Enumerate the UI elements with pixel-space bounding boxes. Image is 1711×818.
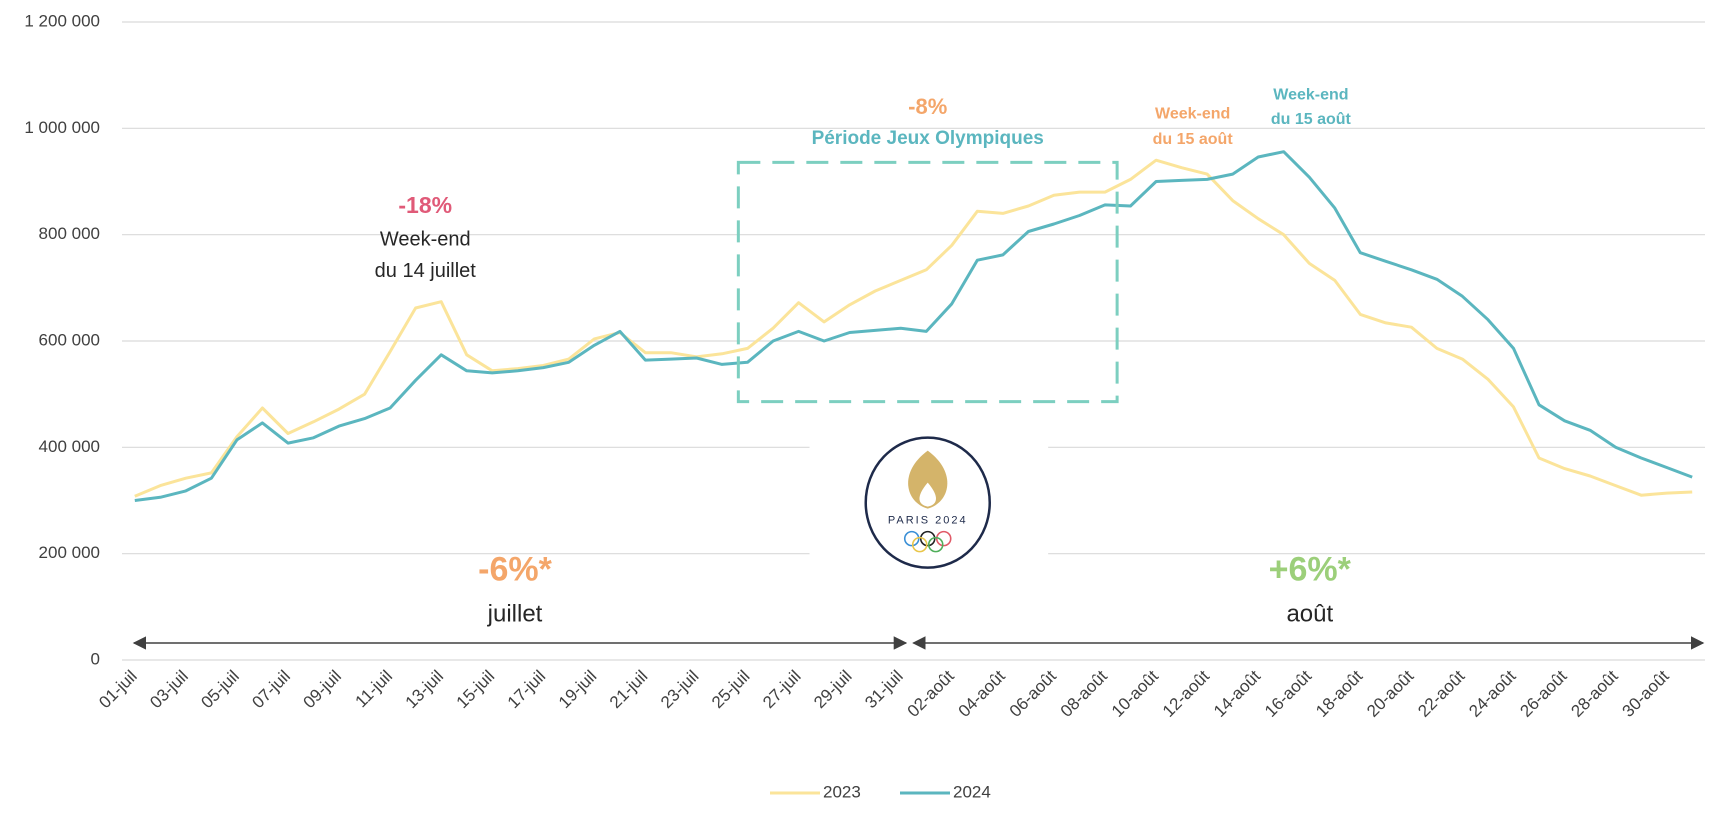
olympic-period-box: [736, 160, 1119, 404]
olympic-ring: [935, 530, 952, 547]
x-tick-label: 28-août: [1567, 666, 1621, 720]
olympic-ring: [911, 536, 928, 553]
x-tick-label: 12-août: [1159, 666, 1213, 720]
x-tick-label: 11-juil: [351, 667, 396, 712]
annotation: du 14 juillet: [375, 260, 477, 282]
x-tick-label: 01-juil: [95, 667, 141, 713]
x-tick-label: 30-août: [1618, 666, 1672, 720]
annotation: Week-end: [1273, 87, 1348, 104]
logo-flame-inner: [919, 482, 936, 507]
x-tick-label: 31-juil: [861, 667, 907, 713]
x-tick-label: 17-juil: [504, 667, 550, 713]
annotation: -8%: [908, 94, 947, 119]
x-tick-label: 08-août: [1057, 666, 1111, 720]
y-tick-label: 0: [91, 649, 100, 668]
plot: [134, 150, 1693, 502]
x-tick-label: 13-juil: [402, 667, 448, 713]
x-tick-label: 07-juil: [248, 667, 294, 713]
annotation: -18%: [398, 192, 452, 218]
logo-text: PARIS 2024: [888, 515, 968, 527]
olympic-ring: [903, 530, 920, 547]
annotation: août: [1286, 601, 1333, 628]
x-tick-label: 21-juil: [606, 667, 652, 713]
x-tick-label: 29-juil: [810, 667, 856, 713]
annotation: -6%*: [478, 551, 552, 589]
annotation: du 15 août: [1271, 111, 1352, 128]
y-tick-label: 600 000: [39, 330, 100, 349]
series-line: [134, 158, 1693, 498]
x-tick-label: 19-juil: [555, 667, 601, 713]
annotation: du 15 août: [1153, 131, 1234, 148]
y-tick-label: 1 000 000: [24, 118, 100, 137]
x-tick-label: 27-juil: [759, 667, 805, 713]
annotation: Week-end: [380, 228, 471, 250]
y-tick-label: 400 000: [39, 437, 100, 456]
x-tick-label: 20-août: [1363, 666, 1417, 720]
series-line: [134, 150, 1693, 502]
logo-flame: [908, 450, 948, 509]
x-tick-label: 23-juil: [657, 667, 703, 713]
x-tick-label: 15-juil: [453, 667, 499, 713]
y-tick-label: 800 000: [39, 224, 100, 243]
decorations: [132, 160, 1705, 650]
annotation: Période Jeux Olympiques: [812, 128, 1044, 149]
annotation: juillet: [487, 601, 543, 628]
x-tick-label: 05-juil: [197, 667, 243, 713]
grid: 0 200 000 400 000 600 000 800 000 1 000 000 1 …: [24, 11, 1705, 668]
x-tick-label: 03-juil: [146, 667, 192, 713]
legend-label: 2023: [823, 782, 861, 801]
x-tick-label: 04-août: [955, 666, 1009, 720]
legend-label: 2024: [953, 782, 991, 801]
x-tick-label: 14-août: [1210, 666, 1264, 720]
x-tick-label: 22-août: [1414, 666, 1468, 720]
olympic-ring: [927, 536, 944, 553]
x-tick-label: 02-août: [904, 666, 958, 720]
x-tick-label: 24-août: [1465, 666, 1519, 720]
x-tick-label: 25-juil: [708, 667, 754, 713]
x-tick-label: 18-août: [1312, 666, 1366, 720]
x-tick-label: 06-août: [1006, 666, 1060, 720]
olympic-ring: [919, 530, 936, 547]
annotation: Week-end: [1155, 106, 1230, 123]
x-tick-label: 26-août: [1516, 666, 1570, 720]
y-tick-label: 1 200 000: [24, 11, 100, 30]
y-tick-label: 200 000: [39, 543, 100, 562]
annotation: +6%*: [1269, 551, 1352, 589]
x-tick-label: 09-juil: [300, 667, 346, 713]
x-tick-label: 16-août: [1261, 666, 1315, 720]
x-tick-label: 10-août: [1108, 666, 1162, 720]
